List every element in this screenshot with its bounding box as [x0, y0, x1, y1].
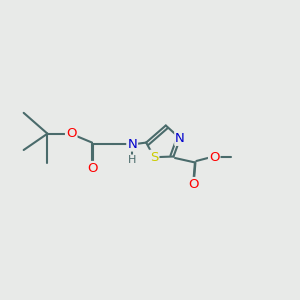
- Text: O: O: [66, 127, 76, 140]
- Text: N: N: [127, 138, 137, 151]
- Text: O: O: [188, 178, 199, 191]
- Text: O: O: [87, 162, 97, 175]
- Text: N: N: [175, 132, 185, 145]
- Text: O: O: [209, 151, 220, 164]
- Text: S: S: [150, 151, 158, 164]
- Text: H: H: [128, 155, 136, 165]
